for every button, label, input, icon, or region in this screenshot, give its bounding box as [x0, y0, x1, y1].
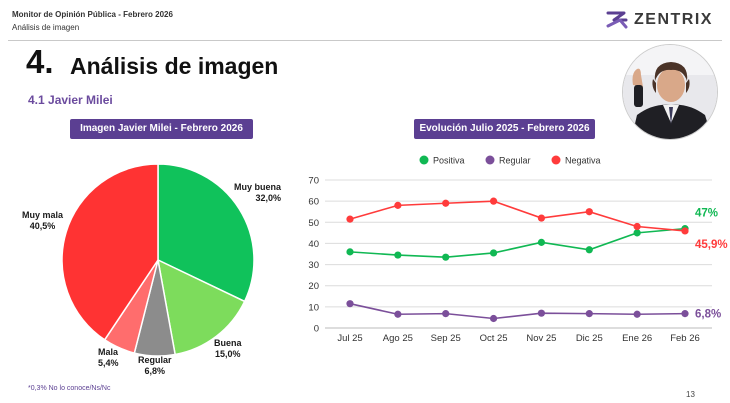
data-point-positiva	[346, 248, 354, 256]
pie-slice-buena	[157, 258, 246, 356]
pie-label-name: Regular	[138, 355, 172, 365]
pie-label-buena: Buena 15,0%	[214, 338, 242, 360]
person-photo-icon	[623, 45, 717, 139]
y-tick-label: 40	[308, 239, 319, 250]
pie-chart	[61, 163, 255, 357]
pie-chart-title: Imagen Javier Milei - Febrero 2026	[70, 119, 253, 139]
data-point-positiva	[442, 253, 450, 261]
footnote: *0,3% No lo conoce/Ns/Nc	[28, 385, 111, 392]
pie-label-value: 5,4%	[98, 358, 119, 368]
y-tick-label: 50	[308, 218, 319, 229]
data-point-negativa	[346, 215, 354, 223]
pie-label-muy-mala: Muy mala 40,5%	[22, 210, 63, 232]
x-tick-label: Feb 26	[670, 333, 700, 344]
end-label-regular: 6,8%	[695, 309, 721, 321]
zentrix-logo: ZENTRIX	[604, 6, 724, 34]
legend-marker	[485, 155, 495, 165]
data-point-regular	[442, 310, 450, 318]
section-title: Análisis de imagen	[70, 53, 279, 79]
end-label-negativa: 45,9%	[695, 239, 728, 251]
data-point-positiva	[585, 246, 593, 254]
person-photo	[622, 44, 718, 140]
report-title: Monitor de Opinión Pública - Febrero 202…	[12, 10, 173, 19]
zentrix-logo-icon	[606, 11, 628, 29]
legend-item-positiva: Positiva	[419, 155, 465, 166]
end-label-positiva: 47%	[695, 208, 718, 220]
section-subtitle: 4.1 Javier Milei	[28, 93, 113, 107]
section-number: 4.	[26, 43, 54, 80]
data-point-regular	[681, 310, 689, 318]
pie-label-mala: Mala 5,4%	[98, 347, 119, 369]
x-tick-label: Ene 26	[622, 333, 652, 344]
pie-label-regular: Regular 6,8%	[138, 355, 172, 377]
data-point-positiva	[537, 238, 546, 246]
data-point-negativa	[489, 197, 498, 205]
data-point-positiva	[394, 251, 402, 259]
x-tick-label: Ago 25	[383, 333, 413, 344]
data-point-regular	[394, 310, 402, 318]
x-tick-label: Oct 25	[480, 333, 508, 344]
legend-item-regular: Regular	[485, 155, 531, 166]
line-chart: Positiva Regular Negativa 0 10 20 30 40 50 60 70 Ju…	[308, 155, 728, 344]
legend-item-negativa: Negativa	[551, 155, 601, 166]
y-tick-label: 20	[308, 281, 319, 292]
pie-label-muy-buena: Muy buena 32,0%	[234, 182, 281, 204]
data-point-regular	[489, 314, 498, 323]
data-point-regular	[585, 310, 593, 318]
pie-slice-muy-mala	[61, 163, 159, 341]
pie-label-name: Muy buena	[234, 182, 282, 192]
series-line-negativa	[349, 200, 686, 232]
legend-label: Regular	[499, 156, 531, 166]
data-point-negativa	[681, 227, 689, 235]
x-tick-label: Jul 25	[337, 333, 362, 344]
page-number: 13	[686, 390, 695, 399]
data-point-regular	[346, 300, 354, 308]
legend-marker	[551, 155, 561, 165]
report-header: Monitor de Opinión Pública - Febrero 202…	[12, 8, 173, 34]
pie-label-name: Buena	[214, 338, 242, 348]
pie-label-value: 40,5%	[29, 221, 56, 231]
data-point-regular	[633, 310, 641, 318]
pie-label-value: 6,8%	[144, 366, 166, 376]
data-point-negativa	[633, 222, 641, 231]
x-tick-label: Nov 25	[526, 333, 556, 344]
series-line-positiva	[349, 227, 686, 258]
pie-label-name: Muy mala	[22, 210, 64, 220]
data-point-negativa	[442, 199, 450, 207]
y-tick-label: 0	[314, 324, 319, 335]
logo-text: ZENTRIX	[634, 11, 713, 28]
legend-label: Negativa	[565, 156, 601, 166]
pie-label-value: 15,0%	[214, 349, 241, 359]
data-point-positiva	[633, 229, 641, 237]
data-point-negativa	[394, 201, 402, 209]
data-point-negativa	[537, 214, 546, 222]
x-tick-label: Dic 25	[576, 333, 603, 344]
pie-slice-muy-buena	[157, 163, 255, 303]
pie-label-value: 32,0%	[255, 193, 282, 203]
data-point-regular	[537, 309, 546, 317]
x-tick-label: Sep 25	[431, 333, 461, 344]
legend-label: Positiva	[433, 156, 465, 166]
y-tick-label: 10	[308, 302, 319, 313]
line-chart-title: Evolución Julio 2025 - Febrero 2026	[414, 119, 595, 139]
y-tick-label: 60	[308, 197, 319, 208]
data-point-positiva	[489, 249, 498, 257]
data-point-negativa	[585, 208, 593, 216]
legend-marker	[419, 155, 429, 165]
y-tick-label: 30	[308, 260, 319, 271]
header-divider	[8, 40, 722, 41]
series-line-regular	[349, 302, 686, 320]
pie-label-name: Mala	[98, 347, 119, 357]
y-tick-label: 70	[308, 176, 319, 187]
report-subtitle: Análisis de imagen	[12, 23, 80, 32]
